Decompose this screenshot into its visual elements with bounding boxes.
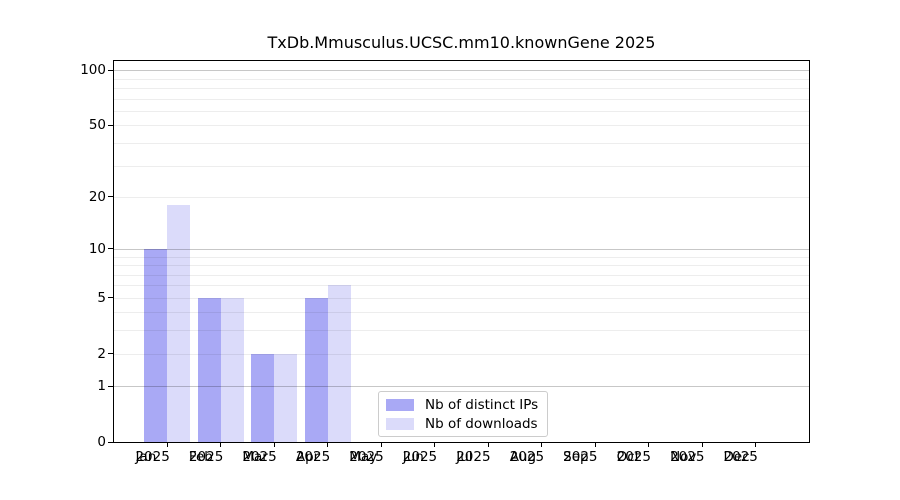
bar-distinct-ips xyxy=(304,297,328,442)
legend-swatch-distinct-ips xyxy=(386,398,414,411)
gridline-minor xyxy=(114,274,809,276)
x-tick-year: 2025 xyxy=(402,449,438,465)
x-tick-year: 2025 xyxy=(349,449,384,465)
y-tick-mark xyxy=(108,353,114,355)
x-tick-mark xyxy=(755,442,757,447)
x-tick-mark xyxy=(220,442,222,447)
bar-downloads xyxy=(167,204,191,442)
x-tick-mark xyxy=(434,442,436,447)
x-tick-month: Oct xyxy=(616,449,640,465)
x-tick-month: Apr xyxy=(295,449,320,465)
x-tick-year: 2025 xyxy=(188,449,224,465)
y-tick-mark xyxy=(108,441,114,443)
gridline-minor xyxy=(114,353,809,355)
gridline-minor xyxy=(114,143,809,145)
x-tick-year: 2025 xyxy=(563,449,598,465)
x-tick-month: Sep xyxy=(563,449,589,465)
x-tick-year: 2025 xyxy=(135,449,170,465)
y-tick-label: 10 xyxy=(88,240,106,257)
legend-swatch-downloads xyxy=(386,417,414,430)
x-tick-month: Dec xyxy=(723,449,750,465)
bar-distinct-ips xyxy=(251,353,275,442)
x-tick-month: Nov xyxy=(670,449,697,465)
bar-downloads xyxy=(274,353,298,442)
x-tick-mark xyxy=(594,442,596,447)
x-tick-month: Jan xyxy=(135,449,157,465)
gridline-minor xyxy=(114,165,809,167)
x-tick-year: 2025 xyxy=(616,449,651,465)
x-tick-month: Aug xyxy=(509,449,537,465)
y-tick-label: 50 xyxy=(88,117,106,134)
y-tick-label: 0 xyxy=(97,434,106,450)
gridline-minor xyxy=(114,265,809,267)
x-tick-month: Jul xyxy=(456,449,473,465)
x-tick-month: May xyxy=(349,449,378,465)
gridline-minor xyxy=(114,88,809,90)
x-tick-year: 2025 xyxy=(242,449,277,465)
legend-item-downloads: Nb of downloads xyxy=(386,415,538,432)
gridline-minor xyxy=(114,196,809,198)
x-tick-mark xyxy=(541,442,543,447)
x-tick-year: 2025 xyxy=(509,449,545,465)
gridline-minor xyxy=(114,285,809,287)
x-tick-mark xyxy=(648,442,650,447)
legend-item-distinct-ips: Nb of distinct IPs xyxy=(386,396,538,413)
gridline-minor xyxy=(114,312,809,314)
x-tick-year: 2025 xyxy=(670,449,705,465)
y-tick-mark xyxy=(108,248,114,250)
chart-title: TxDb.Mmusculus.UCSC.mm10.knownGene 2025 xyxy=(267,33,656,52)
y-tick-mark xyxy=(108,69,114,71)
gridline-minor xyxy=(114,330,809,332)
legend-label-downloads: Nb of downloads xyxy=(425,415,538,432)
gridline-minor xyxy=(114,125,809,127)
x-tick-mark xyxy=(166,442,168,447)
x-tick-mark xyxy=(273,442,275,447)
gridline-minor xyxy=(114,111,809,113)
x-tick-year: 2025 xyxy=(295,449,331,465)
x-tick-mark xyxy=(380,442,382,447)
bar-downloads xyxy=(220,297,244,442)
x-tick-mark xyxy=(487,442,489,447)
plot-area: Nb of distinct IPs Nb of downloads 0 1 2 5 1… xyxy=(80,60,810,465)
x-tick-mark xyxy=(701,442,703,447)
y-tick-label: 5 xyxy=(97,289,106,306)
gridline-minor xyxy=(114,78,809,80)
y-tick-label: 2 xyxy=(97,345,106,362)
gridline-major xyxy=(114,70,809,72)
bar-downloads xyxy=(327,285,351,442)
y-tick-label: 20 xyxy=(88,188,106,205)
legend-label-distinct-ips: Nb of distinct IPs xyxy=(425,396,539,413)
gridline-major xyxy=(114,386,809,388)
bar-distinct-ips xyxy=(144,248,168,442)
gridline-minor xyxy=(114,98,809,100)
x-tick-year: 2025 xyxy=(723,449,758,465)
x-tick-year: 2025 xyxy=(456,449,491,465)
gridline-minor xyxy=(114,297,809,299)
y-tick-mark xyxy=(108,196,114,198)
x-tick-month: Feb xyxy=(188,449,213,465)
x-tick-month: Jun xyxy=(402,449,424,465)
bar-distinct-ips xyxy=(197,297,221,442)
y-tick-label: 1 xyxy=(97,378,106,395)
gridline-minor xyxy=(114,256,809,258)
y-tick-mark xyxy=(108,124,114,126)
x-tick-month: Mar xyxy=(242,449,268,465)
gridline-major xyxy=(114,248,809,250)
legend: Nb of distinct IPs Nb of downloads xyxy=(378,391,549,437)
y-tick-mark xyxy=(108,297,114,299)
y-tick-label: 100 xyxy=(80,62,106,79)
x-tick-mark xyxy=(327,442,329,447)
y-tick-mark xyxy=(108,385,114,387)
